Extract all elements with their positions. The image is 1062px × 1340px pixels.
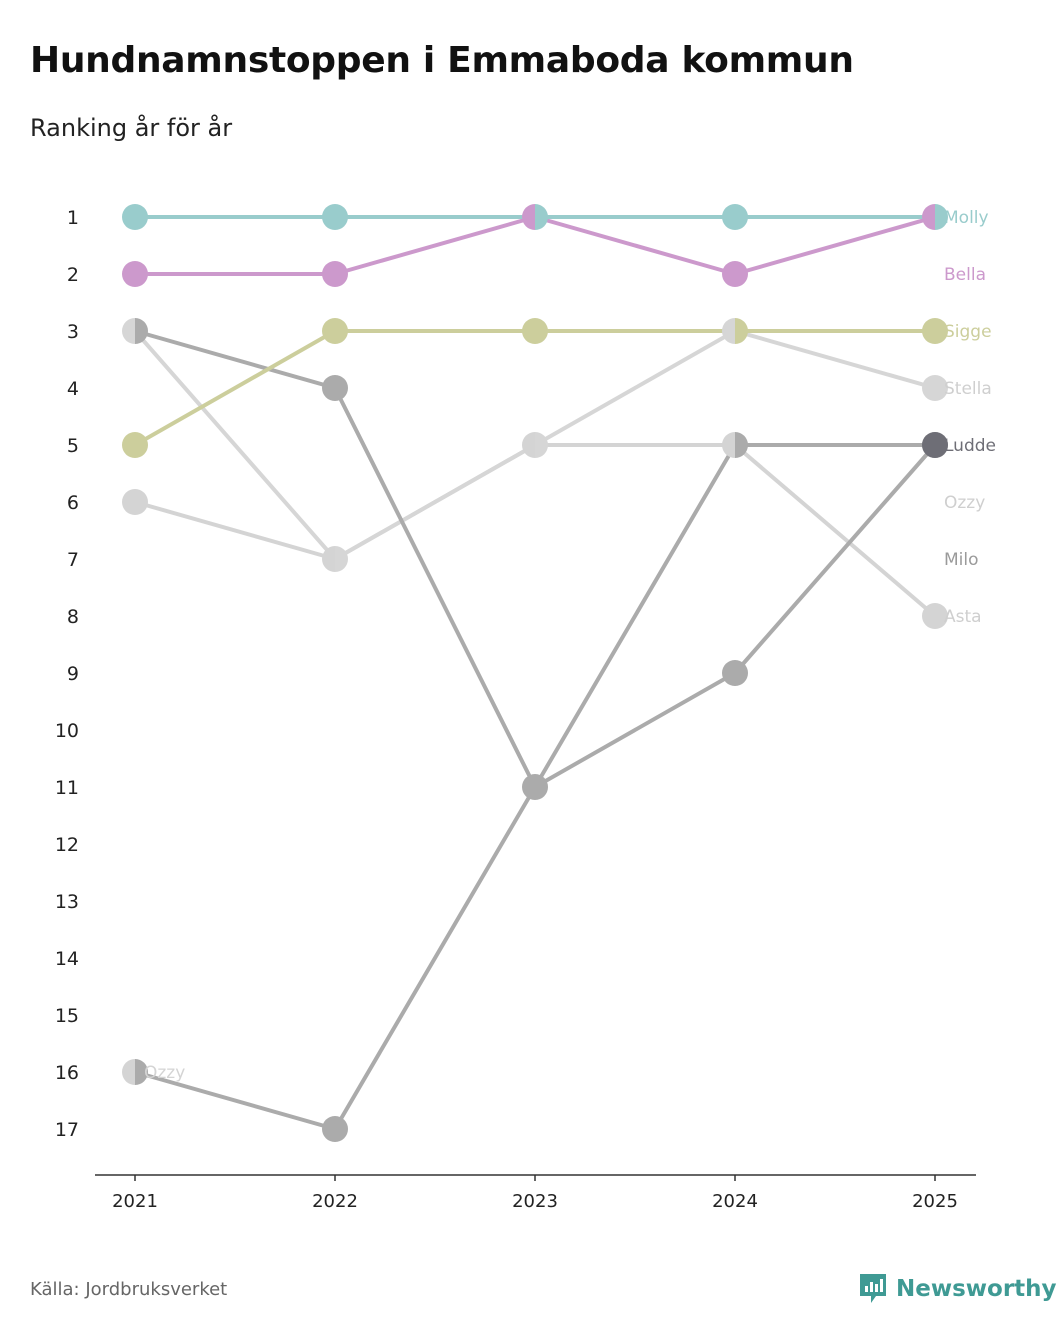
marker-asta-2023 <box>522 432 535 458</box>
y-tick-label-11: 11 <box>55 777 79 799</box>
x-tick-label-2022: 2022 <box>312 1191 358 1212</box>
end-label-sigge: Sigge <box>944 322 992 342</box>
end-label-molly: Molly <box>944 208 989 228</box>
x-tick-label-2025: 2025 <box>912 1191 958 1212</box>
end-label-ludde: Ludde <box>944 436 996 456</box>
end-label-stella: Stella <box>944 379 992 399</box>
marker-stella-2021 <box>122 1059 135 1085</box>
marker-milo-2024 <box>735 432 748 458</box>
y-tick-label-8: 8 <box>67 606 79 628</box>
brand-name: Newsworthy <box>896 1276 1057 1302</box>
y-tick-label-2: 2 <box>67 264 79 286</box>
marker-ludde-2021 <box>135 1059 148 1085</box>
marker-ozzy-2021 <box>122 318 135 344</box>
marker-ozzy-2023 <box>535 432 548 458</box>
marker-sigge-2023 <box>522 318 548 344</box>
y-tick-label-12: 12 <box>55 834 79 856</box>
chart-title: Hundnamnstoppen i Emmaboda kommun <box>30 40 854 81</box>
x-tick-label-2023: 2023 <box>512 1191 558 1212</box>
marker-bella-2023 <box>522 204 535 230</box>
marker-molly-2024 <box>722 204 748 230</box>
marker-milo-2022 <box>322 375 348 401</box>
end-label-milo: Milo <box>944 550 979 570</box>
y-tick-label-3: 3 <box>67 321 79 343</box>
end-label-ozzy: Ozzy <box>944 493 985 513</box>
marker-bella-2024 <box>722 261 748 287</box>
marker-sigge-2024 <box>735 318 748 344</box>
x-tick-label-2021: 2021 <box>112 1191 158 1212</box>
marker-sigge-2022 <box>322 318 348 344</box>
y-tick-label-13: 13 <box>55 891 79 913</box>
y-tick-label-9: 9 <box>67 663 79 685</box>
marker-ozzy-2025 <box>922 375 948 401</box>
marker-asta-2022 <box>322 546 335 572</box>
marker-ozzy-2024 <box>722 318 735 344</box>
y-tick-label-4: 4 <box>67 378 79 400</box>
x-tick-label-2024: 2024 <box>712 1191 758 1212</box>
marker-bella-2022 <box>322 261 348 287</box>
y-tick-label-1: 1 <box>67 207 79 229</box>
chart-subtitle: Ranking år för år <box>30 114 233 142</box>
y-tick-label-15: 15 <box>55 1005 79 1027</box>
end-label-bella: Bella <box>944 265 986 285</box>
start-label-ozzy: Ozzy <box>144 1063 185 1083</box>
marker-bella-2021 <box>122 261 148 287</box>
series-labels: Molly Bella Sigge Stella Ludde Ozzy Milo Asta Oz… <box>144 208 996 1083</box>
marker-sigge-2021 <box>122 432 148 458</box>
y-tick-label-6: 6 <box>67 492 79 514</box>
marker-asta-2024 <box>722 432 735 458</box>
marker-molly-2021 <box>122 204 148 230</box>
marker-bella-2025 <box>922 204 935 230</box>
marker-asta-2021 <box>122 489 148 515</box>
y-tick-label-14: 14 <box>55 948 79 970</box>
series-lines <box>133 215 937 1131</box>
bump-chart: Molly Bella Sigge Stella Ludde Ozzy Milo Asta Oz… <box>55 204 996 1212</box>
y-tick-label-16: 16 <box>55 1062 79 1084</box>
brand-logo: Newsworthy <box>858 1272 1057 1306</box>
marker-molly-2023 <box>535 204 548 230</box>
marker-ludde-2022 <box>322 1116 348 1142</box>
marker-ludde-2024 <box>722 660 748 686</box>
y-tick-label-5: 5 <box>67 435 79 457</box>
marker-molly-2025 <box>935 204 948 230</box>
series-markers <box>122 204 948 1142</box>
series-line-milo <box>133 329 937 789</box>
marker-sigge-2025 <box>922 318 948 344</box>
y-tick-label-10: 10 <box>55 720 79 742</box>
marker-ludde-2023 <box>535 774 548 800</box>
y-tick-label-7: 7 <box>67 549 79 571</box>
marker-asta-2025 <box>922 603 948 629</box>
marker-milo-2021 <box>135 318 148 344</box>
newsworthy-icon <box>860 1274 886 1303</box>
source-note: Källa: Jordbruksverket <box>30 1279 228 1300</box>
marker-highlight-2025-5 <box>922 432 948 458</box>
marker-milo-2023 <box>522 774 535 800</box>
series-line-sigge <box>133 329 937 447</box>
y-tick-label-17: 17 <box>55 1119 79 1141</box>
marker-molly-2022 <box>322 204 348 230</box>
end-label-asta: Asta <box>944 607 982 627</box>
marker-ozzy-2022 <box>335 546 348 572</box>
